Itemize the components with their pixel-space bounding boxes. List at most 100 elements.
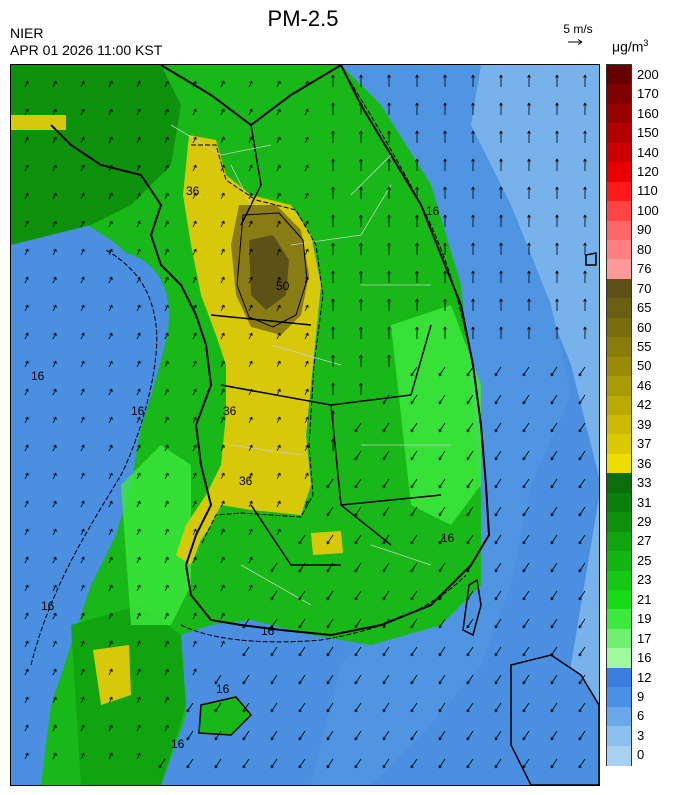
island-jeju [198, 696, 253, 736]
wind-arrow-icon [583, 326, 587, 339]
wind-arrow-icon [108, 136, 113, 144]
district-borders [170, 124, 451, 606]
colorbar-segment [607, 726, 631, 747]
wind-arrow-icon [578, 450, 586, 461]
wind-arrow-icon [164, 248, 169, 256]
colorbar-label: 120 [637, 163, 659, 179]
wind-arrow-icon [52, 388, 57, 396]
wind-arrow-icon [410, 534, 418, 545]
contour-label: 16 [171, 737, 185, 751]
pm25-map[interactable]: 16 16 16 16 16 16 16 16 36 36 36 50 [10, 64, 600, 786]
wind-arrow-icon [387, 298, 391, 311]
wind-arrow-icon [52, 444, 57, 452]
wind-arrow-icon [354, 562, 362, 573]
wind-arrow-icon [24, 472, 29, 480]
wind-arrow-icon [164, 388, 169, 396]
wind-arrow-icon [438, 422, 446, 433]
wind-arrow-icon [164, 332, 169, 340]
wind-arrow-icon [80, 80, 85, 88]
wind-arrow-icon [52, 164, 57, 172]
wind-arrow-icon [276, 108, 281, 116]
wind-arrow-icon [443, 298, 447, 311]
wind-arrow-icon [359, 214, 363, 227]
wind-arrow-icon [522, 702, 530, 713]
wind-arrow-icon [382, 506, 390, 517]
wind-arrow-icon [214, 674, 222, 685]
colorbar-label: 42 [637, 397, 652, 413]
wind-arrow-icon [387, 186, 391, 199]
colorbar-segment [607, 453, 631, 474]
wind-arrow-icon [304, 108, 309, 116]
wind-arrow-icon [410, 646, 418, 657]
unit-label: μg/m3 [612, 38, 649, 55]
wind-arrow-icon [522, 450, 530, 461]
colorbar-label: 21 [637, 591, 652, 607]
wind-arrow-icon [298, 534, 306, 545]
wind-arrow-icon [494, 394, 502, 405]
wind-arrow-icon [382, 534, 390, 545]
wind-arrow-icon [164, 668, 169, 676]
wind-arrow-icon [550, 702, 558, 713]
wind-arrow-icon [192, 584, 197, 592]
colorbar-label: 76 [637, 261, 652, 277]
wind-arrow-icon [136, 248, 141, 256]
wind-arrow-icon [550, 674, 558, 685]
wind-arrow-icon [494, 758, 502, 769]
wind-arrow-icon [248, 332, 253, 340]
wind-arrow-icon [24, 416, 29, 424]
wind-arrow-icon [522, 394, 530, 405]
colorbar-segment [607, 181, 631, 202]
sea-east [341, 65, 599, 785]
wind-arrow-icon [164, 108, 169, 116]
wind-arrow-icon [24, 528, 29, 536]
wind-arrow-icon [583, 242, 587, 255]
wind-arrow-icon [555, 158, 559, 171]
wind-arrow-icon [242, 702, 250, 713]
colorbar-segment [607, 103, 631, 124]
wind-arrow-icon [387, 74, 391, 87]
wind-arrow-icon [359, 382, 363, 395]
wind-arrow-icon [52, 612, 57, 620]
wind-arrow-icon [80, 668, 85, 676]
colorbar-segment [607, 278, 631, 299]
wind-arrow-icon [578, 478, 586, 489]
wind-arrow-icon [242, 674, 250, 685]
wind-arrow-icon [438, 646, 446, 657]
wind-arrow-icon [443, 326, 447, 339]
wind-arrow-icon [583, 298, 587, 311]
wind-arrow-icon [331, 326, 335, 339]
colorbar-label: 33 [637, 475, 652, 491]
wind-arrow-icon [583, 158, 587, 171]
wind-arrow-icon [466, 366, 474, 377]
colorbar-segment [607, 434, 631, 455]
wind-arrow-icon [555, 130, 559, 143]
colorbar-segment [607, 648, 631, 669]
wind-arrow-icon [522, 562, 530, 573]
wind-arrow-icon [136, 192, 141, 200]
wind-arrow-icon [52, 556, 57, 564]
wind-arrow-icon [527, 326, 531, 339]
colorbar-segment [607, 356, 631, 377]
wind-arrow-icon [578, 646, 586, 657]
wind-arrow-icon [108, 612, 113, 620]
wind-arrow-icon [24, 724, 29, 732]
wind-arrow-icon [466, 674, 474, 685]
province-borders [210, 124, 442, 566]
colorbar-label: 25 [637, 552, 652, 568]
colorbar-label: 0 [637, 747, 645, 763]
wind-arrow-icon [471, 242, 475, 255]
contour-label: 36 [223, 404, 237, 418]
colorbar-label: 60 [637, 319, 652, 335]
wind-arrow-icon [80, 164, 85, 172]
wind-arrow-icon [550, 366, 558, 377]
wind-arrow-icon [24, 556, 29, 564]
wind-arrow-icon [382, 702, 390, 713]
contour-label: 36 [239, 474, 253, 488]
wind-arrow-icon [276, 444, 281, 452]
wind-arrow-icon [80, 528, 85, 536]
colorbar-label: 31 [637, 494, 652, 510]
wind-arrow-icon [220, 248, 225, 256]
wind-arrow-icon [80, 304, 85, 312]
wind-arrow-icon [494, 366, 502, 377]
wind-arrow-icon [164, 164, 169, 172]
